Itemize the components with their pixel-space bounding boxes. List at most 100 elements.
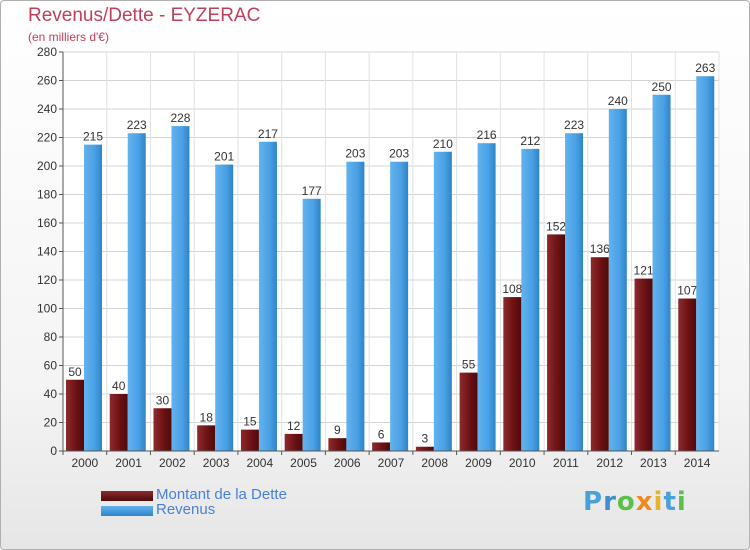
- data-label-dette: 6: [378, 427, 385, 441]
- data-label-dette: 107: [677, 284, 697, 298]
- data-label-dette: 9: [334, 423, 341, 437]
- y-tick-label: 60: [44, 359, 58, 373]
- bar-dette: [240, 429, 259, 451]
- data-label-revenus: 212: [520, 134, 540, 148]
- data-label-revenus: 240: [608, 94, 628, 108]
- axis-layer: 0 20 40 60 80 100 120 140 160 180 200 220 240 260 280 2…: [37, 45, 719, 470]
- x-tick-label: 2009: [465, 456, 492, 470]
- bar-dette: [634, 278, 653, 451]
- x-tick-label: 2004: [246, 456, 273, 470]
- data-label-dette: 3: [422, 432, 429, 446]
- bar-revenus: [127, 133, 146, 451]
- bar-dette: [372, 442, 391, 451]
- legend-swatch-dette: [101, 491, 153, 501]
- bar-revenus: [433, 151, 452, 451]
- x-tick-label: 2002: [159, 456, 186, 470]
- y-tick-label: 220: [37, 131, 57, 145]
- proxiti-logo: Proxiti: [583, 487, 687, 517]
- data-label-revenus: 228: [170, 111, 190, 125]
- bar-revenus: [608, 109, 627, 451]
- bars-layer: 50 215 40 223 30 228 18 201 15 217 12 177 9 203 6 203 3 2…: [66, 61, 716, 451]
- data-label-revenus: 250: [652, 80, 672, 94]
- x-tick-label: 2012: [596, 456, 623, 470]
- y-tick-label: 140: [37, 245, 57, 259]
- bar-dette: [459, 372, 478, 451]
- bar-dette: [109, 394, 128, 451]
- data-label-revenus: 263: [695, 61, 715, 75]
- data-label-revenus: 203: [389, 147, 409, 161]
- bar-revenus: [696, 76, 715, 451]
- bar-revenus: [171, 126, 190, 451]
- data-label-revenus: 203: [345, 147, 365, 161]
- bar-dette: [678, 298, 697, 451]
- chart-subtitle: (en milliers d'€): [28, 30, 109, 44]
- data-label-dette: 152: [546, 219, 566, 233]
- data-label-revenus: 223: [127, 118, 147, 132]
- x-tick-label: 2008: [421, 456, 448, 470]
- bar-revenus: [390, 161, 409, 451]
- bar-dette: [590, 257, 609, 451]
- bar-revenus: [258, 141, 277, 451]
- data-label-revenus: 217: [258, 127, 278, 141]
- x-tick-label: 2011: [553, 456, 579, 470]
- bar-dette: [503, 297, 522, 451]
- bar-revenus: [477, 143, 496, 451]
- y-tick-label: 260: [37, 74, 57, 88]
- bar-dette: [547, 234, 566, 451]
- x-tick-label: 2014: [684, 456, 711, 470]
- bar-revenus: [84, 144, 102, 451]
- bar-dette: [328, 438, 347, 451]
- legend-label-revenus: Revenus: [156, 501, 216, 518]
- data-label-dette: 30: [156, 393, 170, 407]
- bar-revenus: [346, 161, 365, 451]
- data-label-dette: 12: [287, 419, 301, 433]
- bar-revenus: [302, 198, 321, 451]
- x-tick-label: 2007: [378, 456, 405, 470]
- data-label-dette: 15: [243, 415, 257, 429]
- y-tick-label: 180: [37, 188, 57, 202]
- bar-dette: [284, 433, 303, 451]
- data-label-dette: 50: [68, 365, 82, 379]
- x-tick-label: 2013: [640, 456, 667, 470]
- x-tick-label: 2001: [115, 456, 142, 470]
- bar-dette: [415, 446, 434, 451]
- bar-revenus: [215, 164, 234, 451]
- bar-dette: [197, 425, 216, 451]
- y-tick-label: 280: [37, 45, 57, 59]
- bar-dette: [66, 379, 84, 451]
- data-label-dette: 40: [112, 379, 126, 393]
- y-tick-label: 80: [44, 330, 58, 344]
- y-tick-label: 0: [50, 444, 57, 458]
- data-label-dette: 121: [634, 264, 654, 278]
- data-label-dette: 136: [590, 242, 610, 256]
- legend-swatch-revenus: [101, 506, 153, 516]
- data-label-revenus: 210: [433, 137, 453, 151]
- legend-label-dette: Montant de la Dette: [156, 486, 287, 503]
- x-tick-label: 2005: [290, 456, 317, 470]
- x-tick-label: 2006: [334, 456, 361, 470]
- y-tick-label: 20: [44, 416, 58, 430]
- x-tick-label: 2010: [509, 456, 536, 470]
- data-label-revenus: 201: [214, 150, 234, 164]
- y-tick-label: 40: [44, 387, 58, 401]
- x-tick-label: 2003: [203, 456, 230, 470]
- bar-revenus: [652, 94, 671, 451]
- y-tick-label: 200: [37, 159, 57, 173]
- data-label-revenus: 215: [83, 130, 103, 144]
- y-tick-label: 160: [37, 216, 57, 230]
- data-label-revenus: 177: [302, 184, 322, 198]
- data-label-dette: 108: [502, 282, 522, 296]
- bar-revenus: [565, 133, 584, 451]
- y-tick-label: 240: [37, 102, 57, 116]
- bar-dette: [153, 408, 172, 451]
- y-tick-label: 100: [37, 302, 57, 316]
- data-label-revenus: 223: [564, 118, 584, 132]
- data-label-dette: 18: [200, 410, 214, 424]
- y-tick-label: 120: [37, 273, 57, 287]
- data-label-dette: 55: [462, 358, 476, 372]
- data-label-revenus: 216: [477, 128, 497, 142]
- x-tick-label: 2000: [72, 456, 99, 470]
- bar-revenus: [521, 148, 540, 451]
